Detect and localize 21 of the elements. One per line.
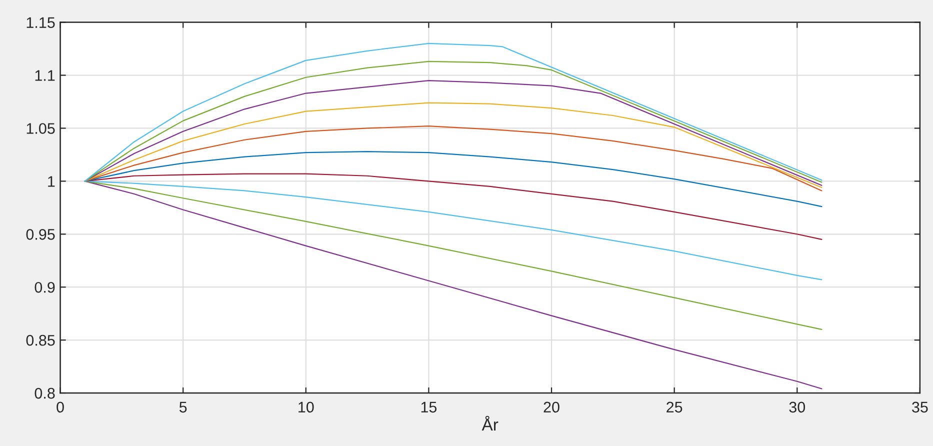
y-tick-label: 1.1 (35, 70, 55, 81)
x-tick-label: 10 (298, 402, 314, 413)
y-tick-label: 1.15 (26, 17, 55, 28)
x-axis-title: År (482, 416, 498, 430)
y-tick-label: 0.95 (26, 229, 55, 240)
x-tick-label: 30 (789, 402, 806, 413)
line-series (84, 173, 822, 240)
y-tick-label: 0.9 (34, 282, 55, 293)
line-series (84, 150, 822, 208)
x-tick-label: 0 (56, 402, 64, 413)
y-tick-label: 0.85 (26, 334, 55, 346)
x-tick-label: 20 (544, 402, 560, 413)
line-series (84, 102, 822, 188)
line-series (84, 126, 822, 192)
y-tick-label: 1 (48, 176, 55, 187)
x-tick-label: 35 (912, 402, 928, 413)
y-tick-label: 0.8 (34, 388, 55, 399)
x-tick-label: 5 (179, 402, 187, 413)
x-tick-label: 25 (666, 402, 682, 413)
x-tick-label: 15 (421, 402, 437, 413)
y-tick-label: 1.05 (26, 123, 55, 134)
